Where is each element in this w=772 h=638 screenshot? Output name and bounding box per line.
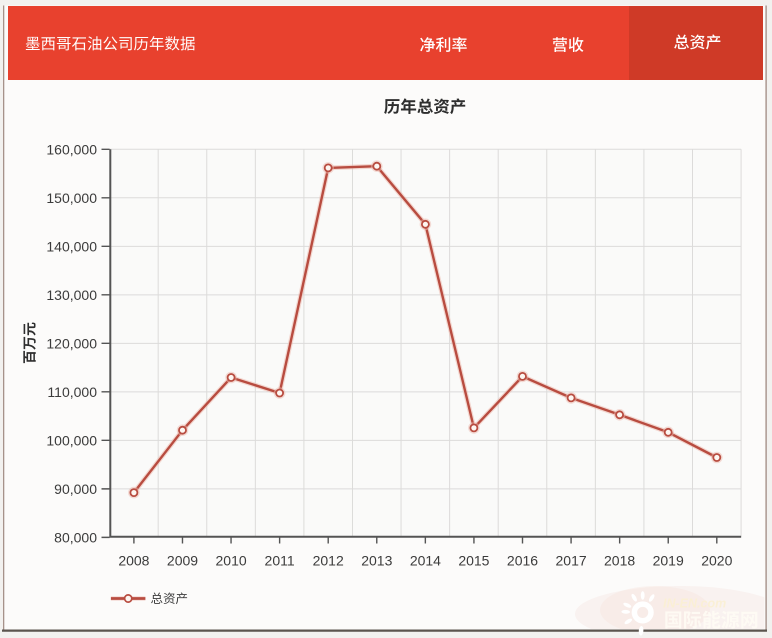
svg-text:140,000: 140,000 [46, 238, 97, 254]
svg-text:2018: 2018 [604, 553, 635, 569]
svg-text:2020: 2020 [701, 553, 732, 569]
svg-text:2015: 2015 [458, 553, 489, 569]
svg-text:2010: 2010 [216, 553, 247, 569]
svg-text:2017: 2017 [556, 553, 587, 569]
svg-text:2019: 2019 [653, 553, 684, 569]
svg-text:90,000: 90,000 [54, 481, 97, 497]
svg-text:2013: 2013 [361, 553, 392, 569]
svg-text:100,000: 100,000 [46, 432, 97, 448]
svg-text:2014: 2014 [410, 553, 441, 569]
svg-text:2011: 2011 [265, 553, 295, 569]
svg-text:120,000: 120,000 [46, 335, 97, 351]
svg-text:IN-EN.com: IN-EN.com [663, 597, 726, 611]
svg-text:150,000: 150,000 [46, 190, 97, 206]
svg-text:130,000: 130,000 [46, 287, 97, 303]
svg-text:2009: 2009 [167, 553, 198, 569]
svg-text:80,000: 80,000 [54, 529, 97, 545]
svg-text:110,000: 110,000 [47, 384, 97, 400]
svg-text:2008: 2008 [118, 553, 149, 569]
svg-text:160,000: 160,000 [46, 141, 97, 157]
svg-text:2016: 2016 [507, 553, 538, 569]
svg-text:2012: 2012 [313, 553, 344, 569]
